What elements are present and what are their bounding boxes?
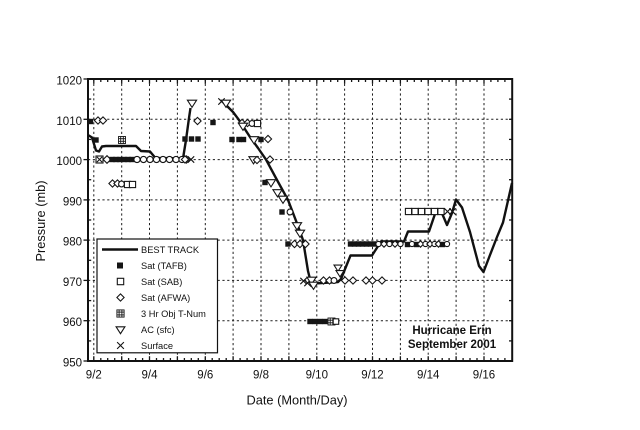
svg-text:1000: 1000 xyxy=(56,156,82,168)
svg-text:Sat (TAFB): Sat (TAFB) xyxy=(141,261,187,271)
svg-text:AC (sfc): AC (sfc) xyxy=(141,325,175,335)
svg-text:9/2: 9/2 xyxy=(86,370,102,382)
svg-text:9/16: 9/16 xyxy=(473,370,495,382)
svg-text:BEST TRACK: BEST TRACK xyxy=(141,245,200,255)
svg-text:9/12: 9/12 xyxy=(361,370,383,382)
svg-text:September 2001: September 2001 xyxy=(408,339,497,351)
svg-text:1010: 1010 xyxy=(56,116,82,128)
svg-text:Hurricane Erin: Hurricane Erin xyxy=(412,325,491,337)
svg-text:Date (Month/Day): Date (Month/Day) xyxy=(247,393,348,408)
svg-text:9/10: 9/10 xyxy=(306,370,328,382)
svg-text:950: 950 xyxy=(63,358,82,370)
svg-text:970: 970 xyxy=(63,277,82,289)
svg-text:Surface: Surface xyxy=(141,341,173,351)
svg-text:9/4: 9/4 xyxy=(142,370,159,382)
svg-text:960: 960 xyxy=(63,317,82,329)
svg-text:980: 980 xyxy=(63,237,82,249)
svg-text:3 Hr Obj T-Num: 3 Hr Obj T-Num xyxy=(141,309,206,319)
svg-text:Sat (SAB): Sat (SAB) xyxy=(141,277,182,287)
svg-text:990: 990 xyxy=(63,196,82,208)
svg-text:Sat (AFWA): Sat (AFWA) xyxy=(141,293,190,303)
svg-text:9/8: 9/8 xyxy=(253,370,269,382)
svg-text:9/14: 9/14 xyxy=(417,370,440,382)
svg-text:1020: 1020 xyxy=(56,76,82,88)
svg-text:Pressure (mb): Pressure (mb) xyxy=(33,180,48,261)
svg-text:9/6: 9/6 xyxy=(197,370,213,382)
